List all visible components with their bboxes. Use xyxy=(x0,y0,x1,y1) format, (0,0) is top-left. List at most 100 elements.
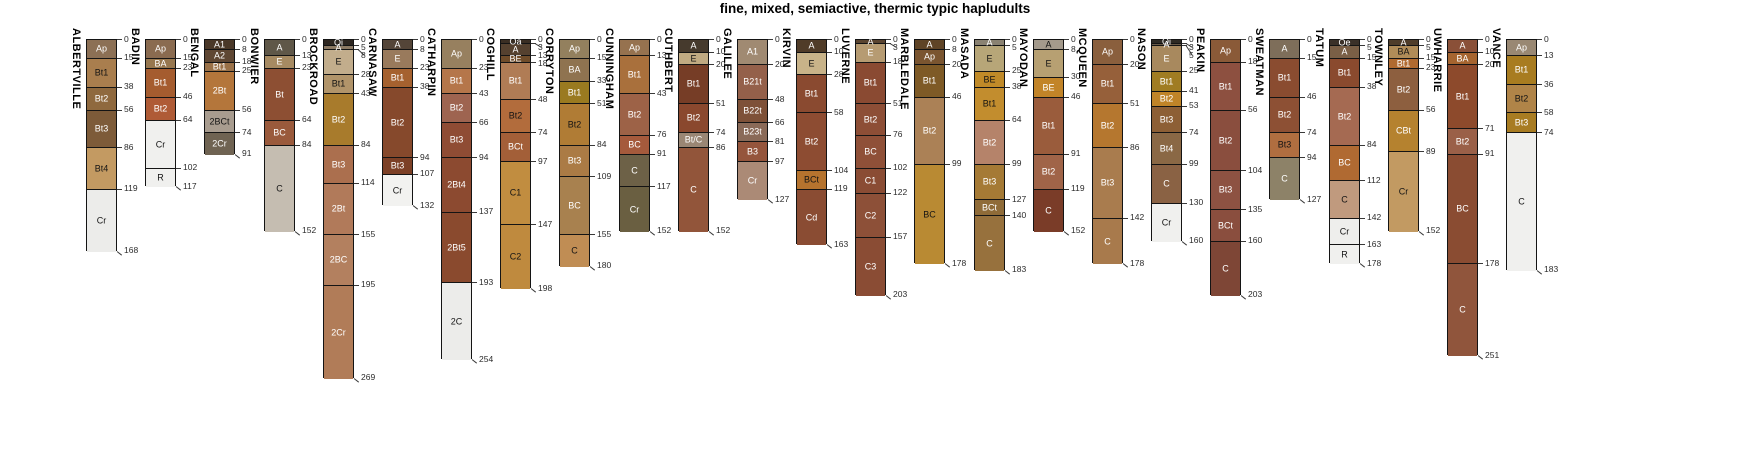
horizon-label: A1 xyxy=(213,39,225,49)
horizon-label: Bt2 xyxy=(153,103,168,114)
depth-tick xyxy=(472,39,477,40)
depth-tick xyxy=(1123,103,1128,104)
depth-label: 53 xyxy=(1189,100,1199,110)
horizon-label: Bt1 xyxy=(1455,91,1470,101)
horizon-label: Bt1 xyxy=(331,78,346,89)
depth-label: 84 xyxy=(1367,139,1377,149)
horizon-label: Bt1 xyxy=(863,77,878,88)
horizon-cd: Cd xyxy=(797,190,826,245)
depth-label: 13 xyxy=(1544,50,1554,60)
horizon-label: BC xyxy=(568,200,581,210)
depth-tick xyxy=(176,97,181,98)
depth-label: 23 xyxy=(479,62,489,72)
depth-label: 130 xyxy=(1189,197,1204,207)
horizon-bt1: Bt1 xyxy=(1270,59,1299,98)
depth-tick xyxy=(1064,97,1069,98)
depth-label: 23 xyxy=(183,62,193,72)
depth-label: 15 xyxy=(124,52,134,62)
horizon-bt3: Bt3 xyxy=(1270,133,1299,158)
horizon-bt1: Bt1 xyxy=(560,82,589,104)
horizon-label: Bt2 xyxy=(1159,93,1174,104)
horizon-label: Ap xyxy=(154,43,166,54)
horizon-label: A xyxy=(926,39,933,49)
depth-tick xyxy=(1419,110,1424,111)
horizon-bt2: Bt2 xyxy=(87,88,116,111)
horizon-bt3: Bt3 xyxy=(324,146,353,184)
depth-label: 183 xyxy=(1012,264,1027,274)
horizon-label: 2Cr xyxy=(331,327,346,337)
depth-tick xyxy=(945,39,950,40)
depth-label: 25 xyxy=(242,65,252,75)
depth-tick xyxy=(1478,154,1483,155)
depth-tick xyxy=(886,39,891,40)
depth-tick xyxy=(1182,132,1187,133)
depth-label: 15 xyxy=(183,52,193,62)
horizon-label: Bt1 xyxy=(567,87,582,97)
depth-tick xyxy=(531,132,536,133)
depth-label: 203 xyxy=(893,289,908,299)
horizon-bt2: Bt2 xyxy=(797,113,826,171)
horizon-label: Bt2 xyxy=(390,117,405,127)
horizon-a: A xyxy=(1330,46,1359,59)
depth-tick xyxy=(235,110,240,111)
depth-tick xyxy=(1419,45,1424,46)
depth-label: 15 xyxy=(1367,52,1377,62)
depth-tick xyxy=(1064,39,1069,40)
horizon-label: Bt2 xyxy=(1514,93,1529,103)
depth-tick xyxy=(945,49,950,50)
depth-label: 0 xyxy=(124,34,129,44)
horizon-bt2: Bt2 xyxy=(1211,111,1240,171)
profile-name: BENGAL xyxy=(188,28,200,78)
horizon-label: A2 xyxy=(213,50,225,61)
depth-label: 10 xyxy=(1485,46,1495,56)
horizon-label: Bt1 xyxy=(686,78,701,89)
horizon-label: Bt2 xyxy=(1041,166,1056,177)
horizon-label: 2Bt xyxy=(331,203,346,214)
horizon-bt3: Bt3 xyxy=(1211,171,1240,210)
depth-tick xyxy=(886,193,891,194)
depth-tick xyxy=(1537,39,1542,40)
depth-tick xyxy=(590,234,595,235)
horizon-bt1: Bt1 xyxy=(442,69,471,94)
depth-tick xyxy=(472,68,477,69)
horizon-label: Bt xyxy=(275,89,284,99)
horizon-bc: BC xyxy=(915,165,944,264)
depth-tick xyxy=(117,39,122,40)
horizon-label: Bt3 xyxy=(1277,139,1292,150)
horizon-bt: Bt xyxy=(265,69,294,121)
depth-tick xyxy=(590,176,595,177)
horizon-label: Bt3 xyxy=(982,176,997,187)
horizon-label: C xyxy=(1104,236,1111,246)
depth-label: 3 xyxy=(538,42,543,52)
depth-label: 203 xyxy=(1248,289,1263,299)
horizon-label: R xyxy=(1341,249,1348,259)
horizon-e: E xyxy=(975,46,1004,72)
depth-tick xyxy=(709,147,714,148)
horizon-label: Bt1 xyxy=(449,75,464,86)
profile-name: VANCE xyxy=(1490,28,1502,69)
bottom-depth-tick xyxy=(1122,263,1129,268)
depth-tick xyxy=(176,58,181,59)
horizon-label: Bt2 xyxy=(922,125,937,136)
horizon-ba: BA xyxy=(560,59,589,82)
horizon-label: A xyxy=(690,40,697,51)
depth-label: 0 xyxy=(538,34,543,44)
depth-tick xyxy=(1182,164,1187,165)
horizon-bt2: Bt2 xyxy=(1093,104,1122,148)
horizon-label: 2Bt xyxy=(212,85,227,96)
horizon-label: Bt2 xyxy=(1100,120,1115,130)
horizon-cr: Cr xyxy=(87,190,116,252)
depth-tick xyxy=(1478,64,1483,65)
horizon-label: Ap xyxy=(1101,46,1113,57)
depth-tick xyxy=(1123,147,1128,148)
depth-tick xyxy=(1064,49,1069,50)
depth-label: 38 xyxy=(1367,81,1377,91)
depth-label: 0 xyxy=(302,34,307,44)
depth-label: 25 xyxy=(1189,65,1199,75)
depth-label: 254 xyxy=(479,354,494,364)
depth-label: 58 xyxy=(1544,107,1554,117)
depth-tick xyxy=(413,68,418,69)
horizon-label: Bt3 xyxy=(1514,117,1529,127)
depth-label: 97 xyxy=(775,156,785,166)
horizon-ap: Ap xyxy=(1211,40,1240,63)
